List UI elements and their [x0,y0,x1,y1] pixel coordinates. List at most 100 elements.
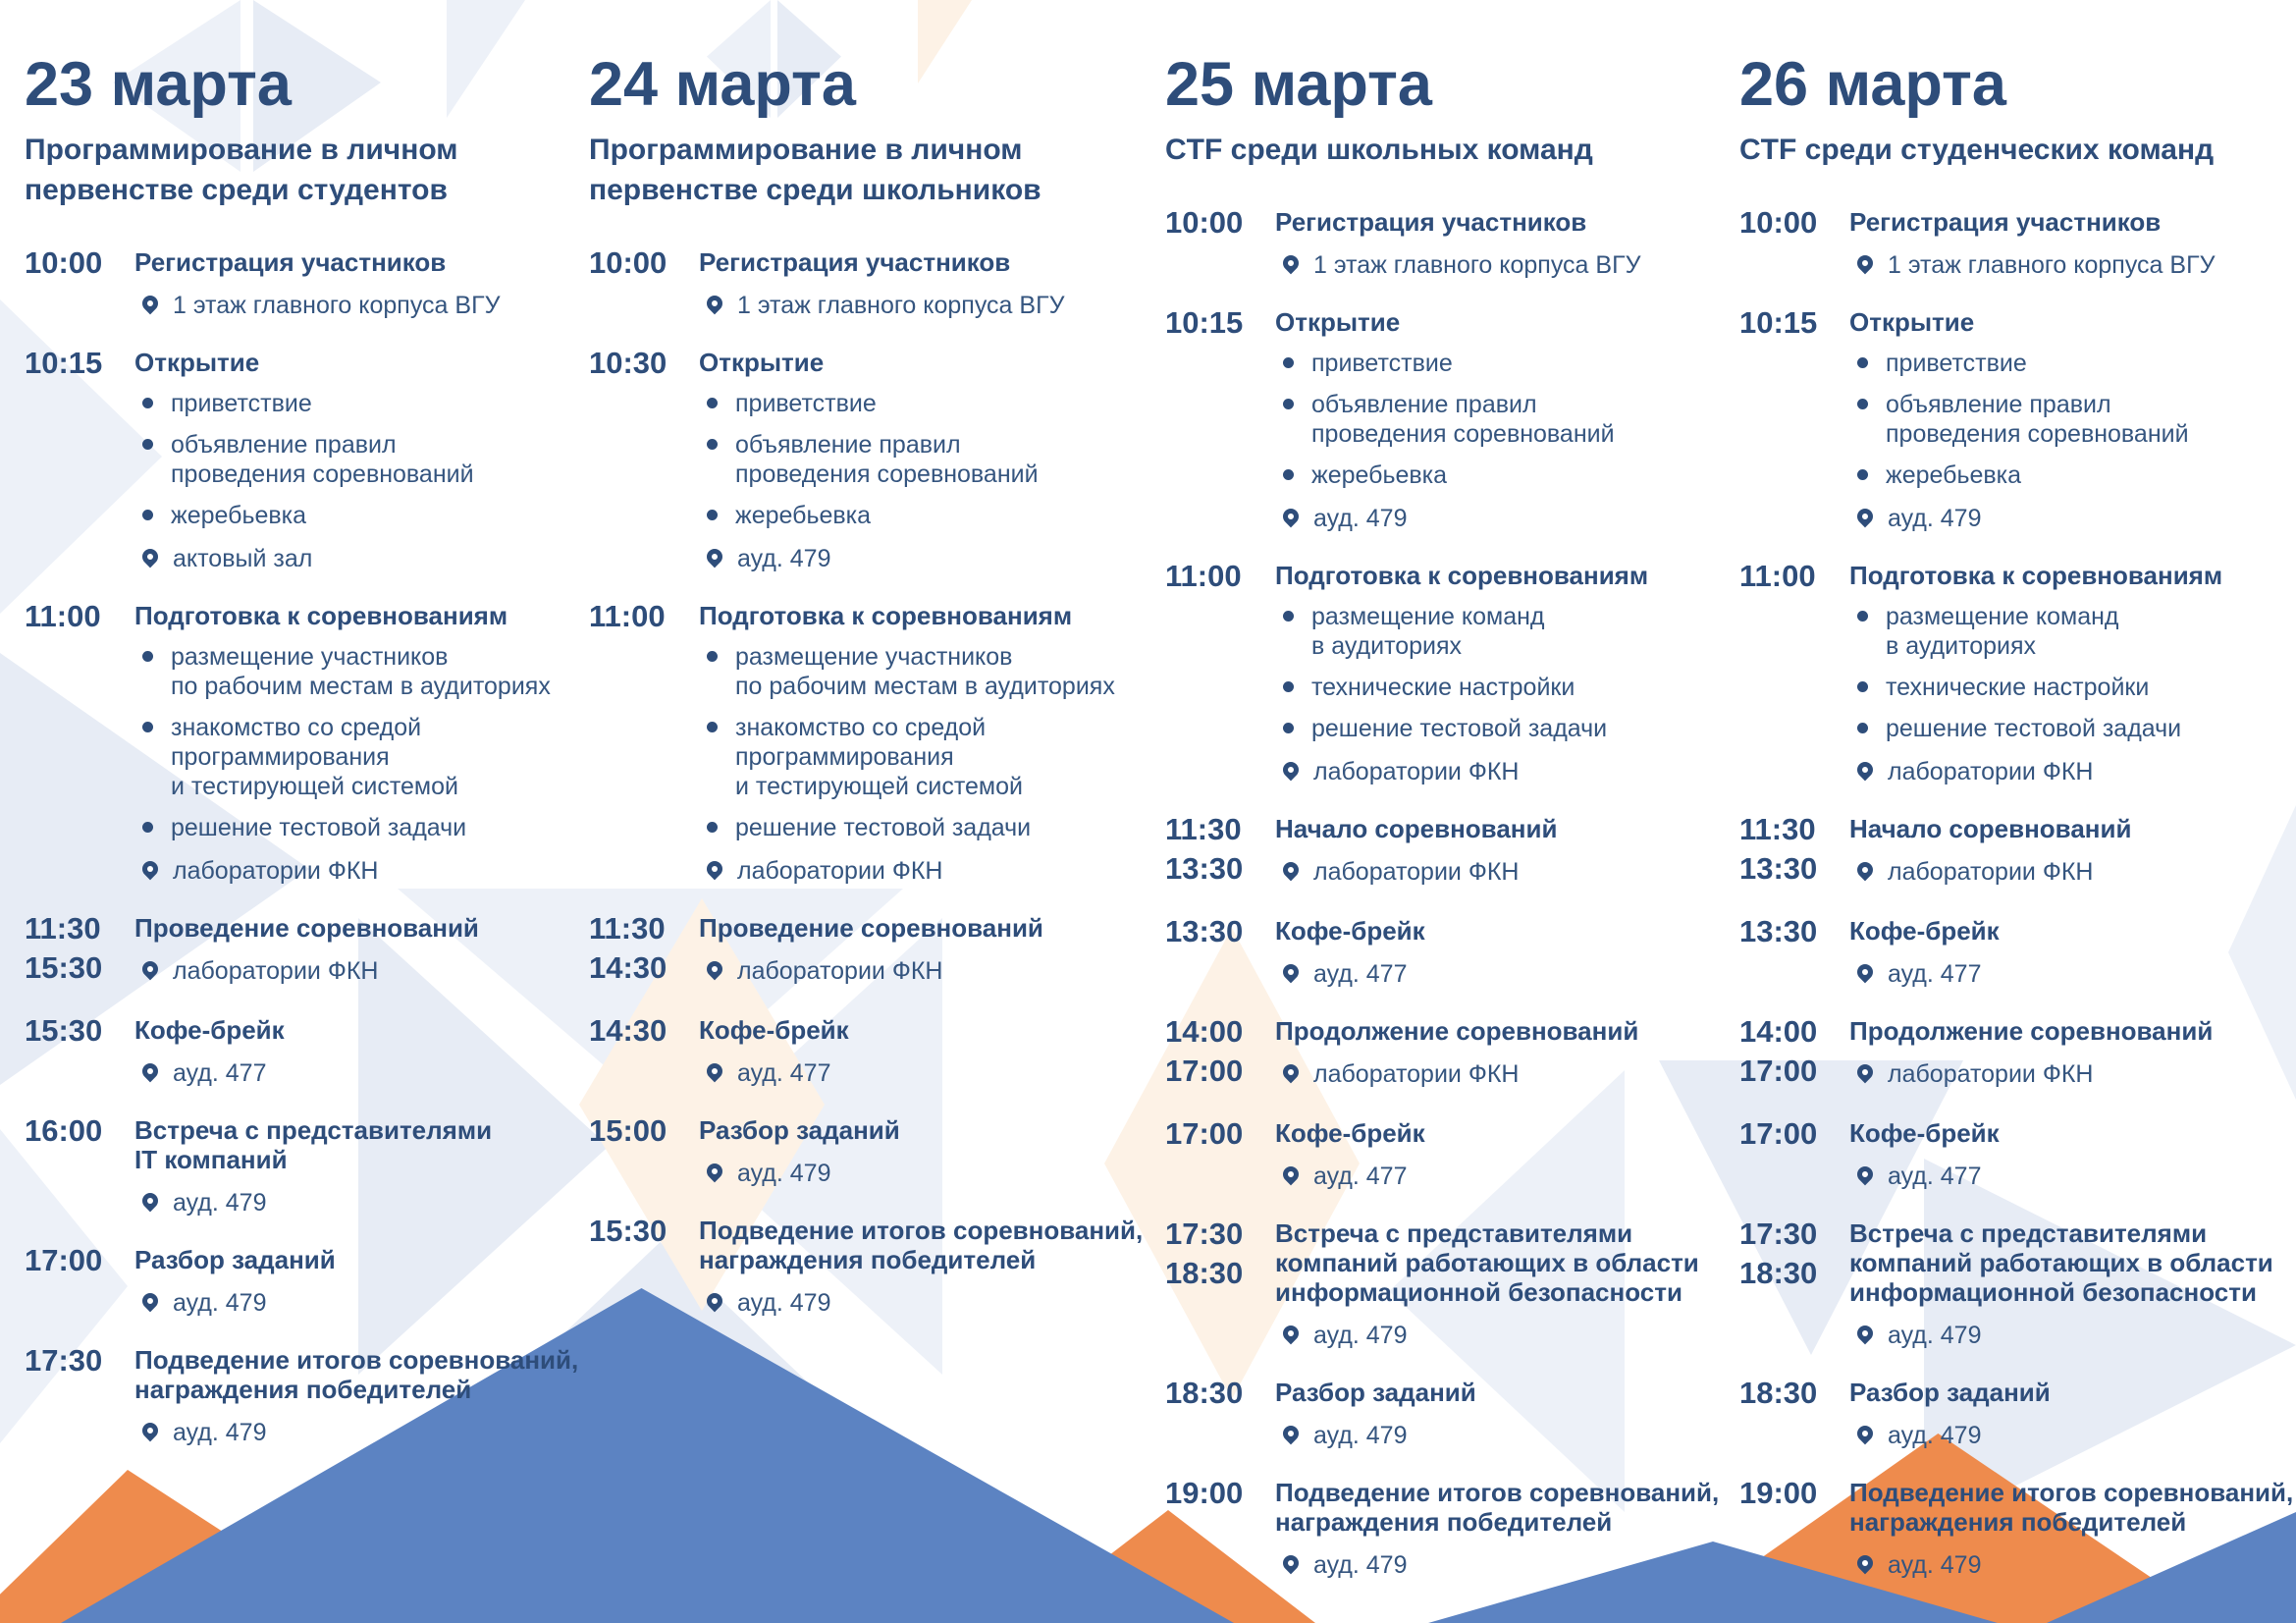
schedule-event: 18:30 Разбор заданий ауд. 479 [1739,1374,2296,1450]
location-text: ауд. 479 [737,1160,831,1187]
event-content: Кофе-брейк ауд. 477 [699,1011,1150,1088]
location-row: 1 этаж главного корпуса ВГУ [1849,250,2296,280]
event-times: 10:15 [25,344,134,573]
event-bullets: 1 этаж главного корпуса ВГУ [1849,250,2296,280]
event-bullets: 1 этаж главного корпуса ВГУ [134,291,586,320]
location-row: ауд. 479 [699,1288,1150,1318]
event-time: 18:30 [1165,1256,1244,1290]
location-row: лаборатории ФКН [1275,757,1727,786]
event-times: 11:30 13:30 [1165,810,1275,889]
event-title: Разбор заданий [134,1245,336,1274]
bullet-text: жеребьевка [1886,461,2022,489]
schedule-event: 10:00 Регистрация участников 1 этаж глав… [589,243,1150,320]
event-title: Проведение соревнований [699,913,1043,943]
map-pin-icon [138,957,162,981]
event-time: 11:30 [1165,812,1242,846]
bullet-item: размещение команд в аудиториях [1849,602,2296,661]
event-title: Регистрация участников [1849,207,2162,237]
event-bullets: ауд. 479 [1275,1421,1727,1450]
event-title: Подведение итогов соревнований, награжде… [134,1345,579,1404]
event-title: Открытие [699,348,825,377]
event-bullets: лаборатории ФКН [1849,1059,2296,1089]
bullet-dot-icon [1283,399,1294,409]
event-title: Разбор заданий [1849,1378,2051,1407]
event-bullets: ауд. 477 [134,1058,586,1088]
map-pin-icon [1279,251,1303,275]
bullet-dot-icon [707,722,718,732]
bullet-text: объявление правил проведения соревновани… [171,431,474,488]
day-events: 10:00 Регистрация участников 1 этаж глав… [1739,203,2296,1580]
schedule-event: 15:30 Подведение итогов соревнований, на… [589,1212,1150,1318]
bullet-text: размещение участников по рабочим местам … [171,643,551,700]
event-times: 11:00 [589,597,699,886]
bullet-text: приветствие [1311,350,1453,377]
event-title: Встреча с представителями компаний работ… [1275,1218,1699,1307]
bullet-item: жеребьевка [1849,460,2296,490]
bullet-text: объявление правил проведения соревновани… [1311,391,1615,448]
event-bullets: лаборатории ФКН [1275,857,1727,887]
event-title: Проведение соревнований [134,913,479,943]
event-bullets: ауд. 477 [1849,959,2296,989]
event-content: Подготовка к соревнованиям размещение уч… [699,597,1150,886]
event-title: Открытие [1275,307,1401,337]
map-pin-icon [703,292,726,315]
event-times: 17:30 [25,1341,134,1447]
bullet-text: жеребьевка [1311,461,1448,489]
event-time: 15:30 [25,1013,103,1048]
schedule-event: 14:00 17:00 Продолжение соревнований лабо… [1739,1012,2296,1091]
event-time: 13:30 [1739,851,1818,886]
location-text: ауд. 479 [173,1189,267,1217]
map-pin-icon [1853,1322,1877,1345]
event-content: Начало соревнований лаборатории ФКН [1275,810,1727,889]
map-pin-icon [1279,1060,1303,1084]
schedule-event: 16:00 Встреча с представителями IT компа… [25,1111,586,1217]
day-column: 24 марта Программирование в личном перве… [589,49,1150,1318]
bullet-text: решение тестовой задачи [1886,715,2182,742]
schedule-event: 10:00 Регистрация участников 1 этаж глав… [1165,203,1727,280]
event-title: Разбор заданий [699,1115,900,1145]
day-column: 23 марта Программирование в личном перве… [25,49,586,1447]
event-bullets: ауд. 479 [1849,1550,2296,1580]
event-title: Подведение итогов соревнований, награжде… [699,1216,1144,1274]
bullet-dot-icon [1283,723,1294,733]
event-bullets: лаборатории ФКН [699,956,1150,986]
location-text: ауд. 477 [737,1059,831,1087]
bullet-dot-icon [142,822,153,833]
location-text: ауд. 477 [1313,1163,1408,1190]
event-time: 11:30 [25,911,101,946]
bullet-dot-icon [1283,357,1294,368]
location-text: ауд. 479 [737,545,831,572]
bullet-dot-icon [1857,357,1868,368]
map-pin-icon [703,957,726,981]
schedule-event: 11:00 Подготовка к соревнованиям размеще… [1165,557,1727,786]
event-time: 11:30 [1739,812,1816,846]
schedule-event: 18:30 Разбор заданий ауд. 479 [1165,1374,1727,1450]
schedule-event: 11:30 15:30 Проведение соревнований лабор… [25,909,586,988]
schedule-event: 11:30 14:30 Проведение соревнований лабор… [589,909,1150,988]
schedule-event: 11:00 Подготовка к соревнованиям размеще… [589,597,1150,886]
map-pin-icon [703,1289,726,1313]
location-row: ауд. 477 [1275,959,1727,989]
event-title: Встреча с представителями IT компаний [134,1115,493,1174]
schedule-event: 17:30 Подведение итогов соревнований, на… [25,1341,586,1447]
location-text: лаборатории ФКН [1313,858,1520,886]
location-text: актовый зал [173,545,313,572]
location-text: лаборатории ФКН [1313,1060,1520,1088]
event-content: Регистрация участников 1 этаж главного к… [134,243,586,320]
event-content: Открытие приветствие объявление правил п… [699,344,1150,573]
event-title: Регистрация участников [699,247,1011,277]
bullet-item: решение тестовой задачи [1849,714,2296,743]
schedule-event: 11:30 13:30 Начало соревнований лаборатор… [1165,810,1727,889]
event-content: Разбор заданий ауд. 479 [1275,1374,1727,1450]
location-text: 1 этаж главного корпуса ВГУ [1313,251,1641,279]
event-title: Кофе-брейк [1849,916,2000,946]
event-bullets: ауд. 477 [1275,1162,1727,1191]
schedule-event: 10:30 Открытие приветствие объявление пр… [589,344,1150,573]
event-times: 15:00 [589,1111,699,1188]
event-title: Регистрация участников [1275,207,1587,237]
location-row: ауд. 479 [134,1288,586,1318]
schedule-event: 13:30 Кофе-брейк ауд. 477 [1739,912,2296,989]
event-content: Разбор заданий ауд. 479 [1849,1374,2296,1450]
event-times: 15:30 [25,1011,134,1088]
event-title: Продолжение соревнований [1849,1016,2214,1046]
